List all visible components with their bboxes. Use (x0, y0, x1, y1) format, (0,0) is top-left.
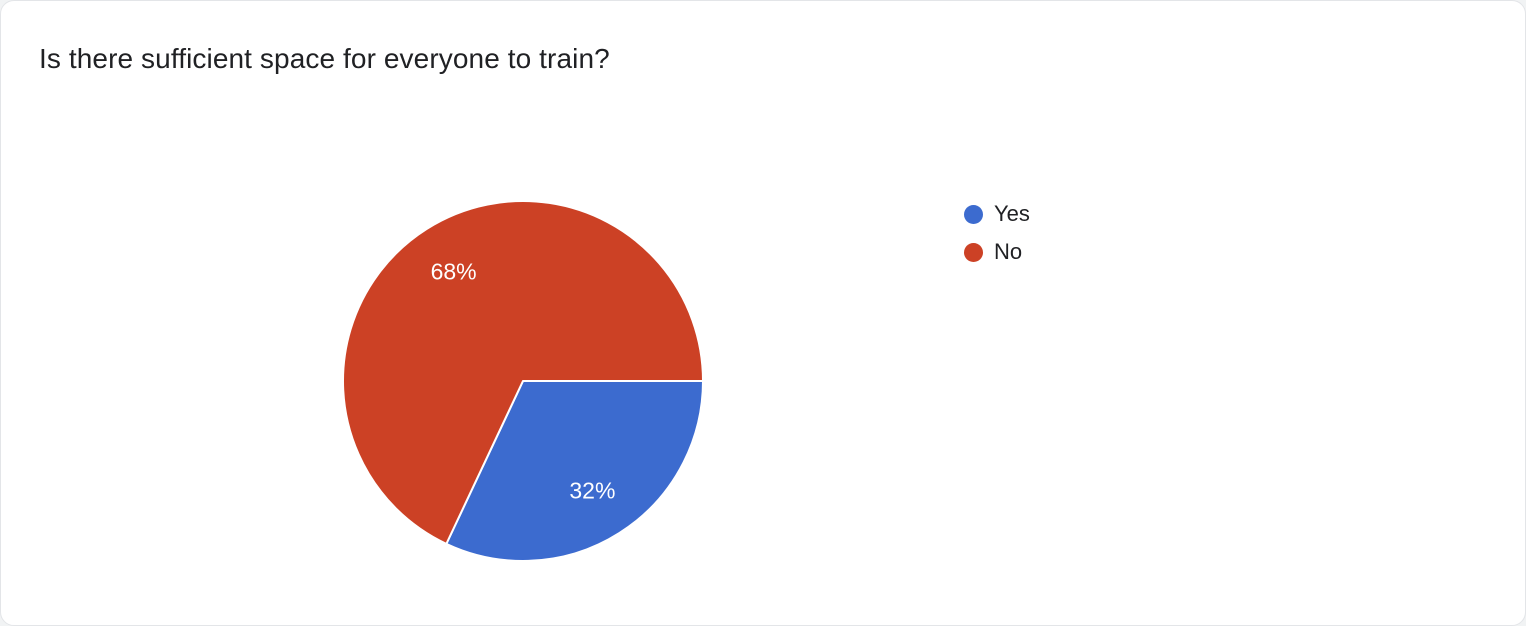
legend-item-no: No (964, 237, 1030, 267)
pie-slice-label-yes: 32% (569, 477, 615, 503)
legend-swatch-no-icon (964, 242, 983, 262)
legend-swatch-yes-icon (964, 204, 983, 224)
pie-slice-yes (445, 380, 704, 562)
pie-slice-label-no: 68% (431, 259, 477, 285)
legend-label-yes: Yes (994, 201, 1030, 226)
chart-title: Is there sufficient space for everyone t… (39, 43, 610, 74)
pie-chart-svg: 32% 68% (342, 200, 704, 562)
pie-slice-no (342, 200, 704, 545)
chart-legend: Yes No (964, 199, 1030, 275)
legend-label-no: No (994, 239, 1023, 264)
pie-chart: 32% 68% (303, 161, 743, 601)
legend-item-yes: Yes (964, 199, 1030, 229)
